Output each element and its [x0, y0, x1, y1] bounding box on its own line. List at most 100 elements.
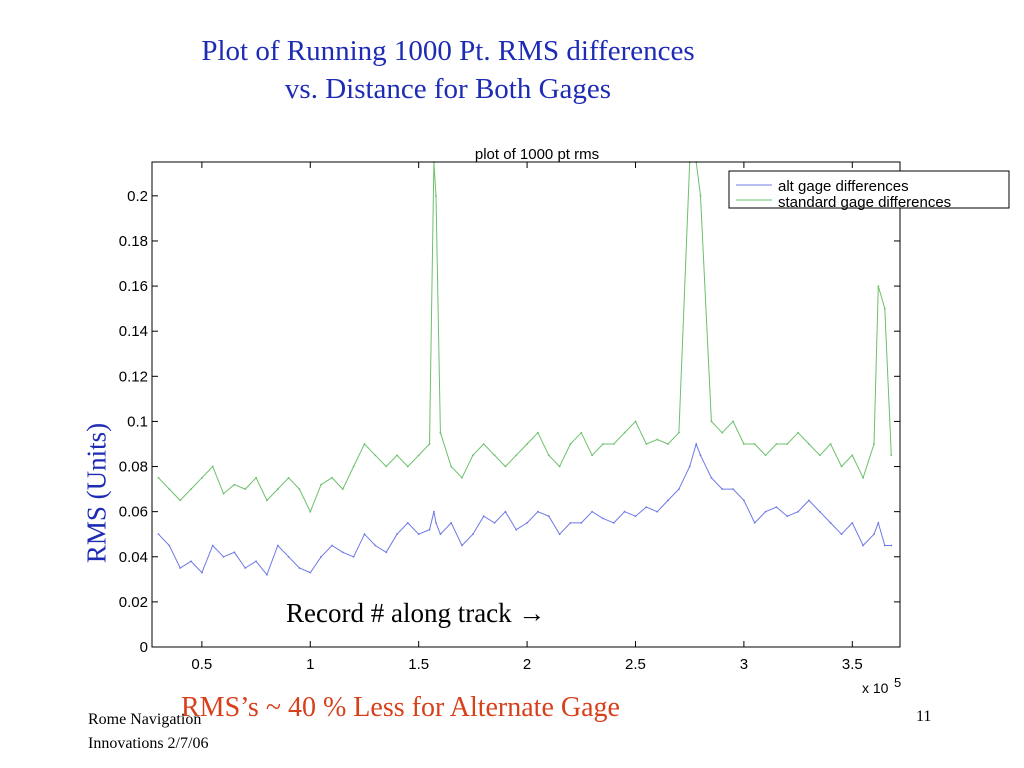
- data-point: [743, 443, 745, 445]
- x-tick-label: 2: [523, 656, 531, 673]
- y-tick-label: 0.1: [127, 413, 148, 430]
- data-point: [797, 510, 799, 513]
- data-point: [656, 438, 659, 441]
- data-point: [450, 465, 453, 468]
- data-point: [157, 533, 160, 536]
- data-point: [385, 465, 388, 468]
- data-point: [797, 431, 799, 434]
- data-point: [385, 551, 388, 554]
- data-point: [396, 533, 398, 536]
- data-point: [352, 465, 355, 468]
- data-point: [157, 476, 160, 479]
- data-point: [645, 506, 648, 508]
- data-point: [461, 476, 463, 479]
- data-point: [526, 443, 528, 445]
- data-point: [873, 533, 875, 536]
- data-point: [428, 443, 431, 445]
- data-point: [743, 499, 745, 502]
- data-point: [439, 431, 442, 434]
- data-point: [612, 443, 615, 445]
- data-point: [320, 483, 322, 486]
- data-point: [612, 522, 615, 524]
- right-arrow-icon: →: [518, 598, 546, 628]
- data-point: [435, 194, 437, 197]
- data-point: [515, 454, 518, 457]
- data-point: [493, 454, 496, 457]
- x-tick-label: 1.5: [408, 656, 429, 673]
- data-point: [710, 476, 713, 479]
- data-point: [472, 454, 474, 457]
- data-point: [526, 522, 528, 524]
- data-point: [450, 522, 453, 524]
- data-point: [775, 506, 778, 508]
- data-point: [602, 443, 604, 445]
- data-point: [266, 573, 268, 576]
- data-point: [504, 465, 507, 468]
- footer-line-2: Innovations 2/7/06: [88, 735, 209, 752]
- series-line-alt-gage: [158, 442, 892, 576]
- chart-title: plot of 1000 pt rms: [475, 146, 599, 163]
- data-point: [168, 488, 171, 490]
- data-point: [883, 544, 886, 547]
- data-point: [406, 465, 409, 468]
- conclusion-text: RMS’s ~ 40 % Less for Alternate Gage: [181, 692, 620, 723]
- data-point: [829, 522, 832, 524]
- y-tick-label: 0: [140, 639, 148, 656]
- y-tick-label: 0.18: [119, 233, 148, 250]
- data-point: [244, 567, 247, 569]
- x-tick-label: 0.5: [191, 656, 212, 673]
- x-axis: 0.5 1 1.5 2 2.5 3 3.5: [191, 162, 863, 673]
- data-point: [309, 510, 312, 513]
- data-point: [808, 443, 810, 445]
- data-point: [233, 483, 236, 486]
- legend-label-standard-gage: standard gage differences: [778, 194, 951, 211]
- slide-title-line-1: Plot of Running 1000 Pt. RMS differences: [201, 35, 695, 67]
- data-point: [255, 476, 257, 479]
- data-point: [591, 454, 593, 457]
- y-axis: 0 0.02 0.04 0.06 0.08 0.1 0.12 0.14 0.16 0.18 0.2: [119, 188, 900, 656]
- data-point: [461, 544, 463, 547]
- data-point: [331, 544, 333, 547]
- data-point: [710, 420, 713, 423]
- data-point: [417, 454, 420, 457]
- x-tick-label: 1: [306, 656, 314, 673]
- data-point: [840, 465, 843, 468]
- data-point: [201, 571, 203, 574]
- data-point: [211, 465, 214, 468]
- data-point: [786, 515, 789, 518]
- data-point: [695, 443, 698, 445]
- data-point: [222, 492, 225, 495]
- data-point: [678, 488, 680, 490]
- data-point: [786, 443, 789, 445]
- y-tick-label: 0.04: [119, 549, 148, 566]
- data-point: [406, 522, 409, 524]
- series-line-standard-gage: [158, 161, 892, 513]
- data-point: [537, 510, 539, 513]
- data-point: [417, 533, 420, 536]
- data-point: [537, 431, 539, 434]
- data-point: [435, 522, 437, 524]
- data-point: [233, 551, 236, 554]
- data-point: [287, 476, 290, 479]
- data-point: [558, 533, 561, 536]
- y-tick-label: 0.16: [119, 278, 148, 295]
- data-point: [374, 454, 377, 457]
- footer: Rome Navigation Innovations 2/7/06: [88, 708, 208, 756]
- data-point: [168, 544, 171, 547]
- data-point: [276, 544, 279, 547]
- data-point: [851, 454, 854, 457]
- data-point: [547, 454, 550, 457]
- data-point: [287, 555, 290, 558]
- data-point: [862, 476, 864, 479]
- data-point: [363, 533, 366, 536]
- data-point: [634, 515, 637, 518]
- data-point: [504, 510, 507, 513]
- data-point: [276, 488, 279, 490]
- data-point: [433, 510, 435, 513]
- data-point: [179, 499, 182, 502]
- data-point: [190, 488, 192, 490]
- data-point: [645, 443, 648, 445]
- data-point: [320, 555, 322, 558]
- data-point: [374, 544, 377, 547]
- slide-number: 11: [916, 708, 932, 725]
